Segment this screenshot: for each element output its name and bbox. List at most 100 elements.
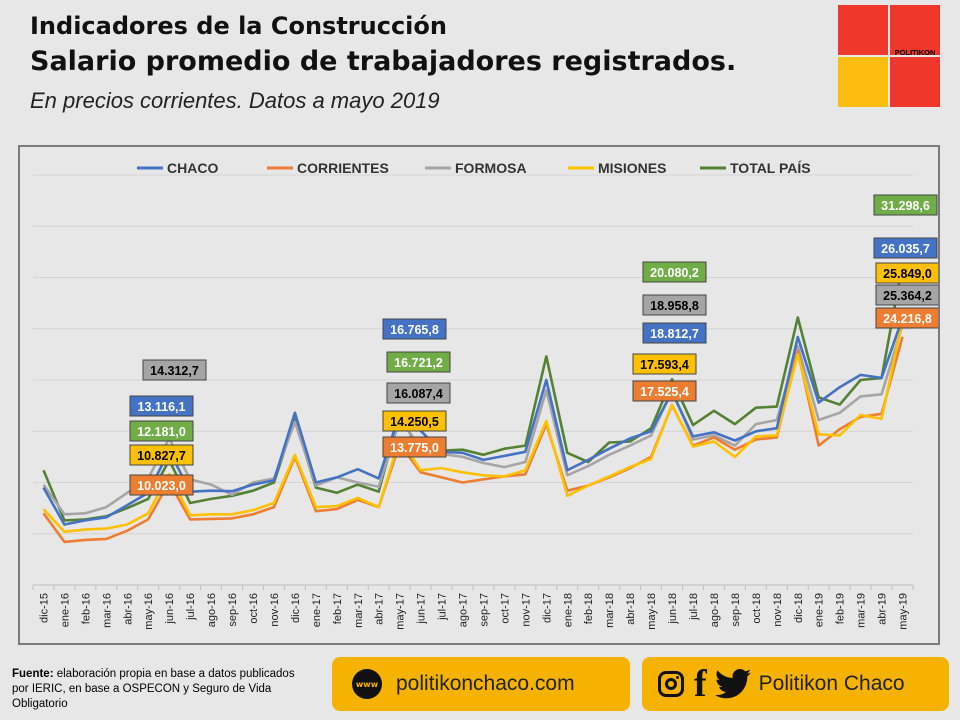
x-tick-label: feb-19 (835, 593, 847, 624)
x-tick-label: ago-18 (709, 593, 721, 627)
data-label: 20.080,2 (650, 266, 699, 280)
legend-label: MISIONES (598, 160, 666, 176)
x-tick-label: dic-15 (38, 593, 50, 623)
series-line-misiones (42, 319, 904, 533)
data-label: 13.775,0 (390, 441, 439, 455)
series-line-formosa (42, 324, 904, 516)
social-handle: Politikon Chaco (758, 672, 905, 695)
x-tick-label: sep-16 (227, 593, 239, 627)
x-tick-label: ene-16 (59, 593, 71, 627)
logo-text: POLITIKON (894, 48, 936, 57)
x-tick-label: dic-18 (793, 593, 805, 623)
x-tick-label: may-16 (143, 593, 155, 630)
data-label-box (642, 294, 707, 316)
website-link[interactable]: politikonchaco.com (396, 672, 575, 695)
data-label: 24.216,8 (883, 312, 932, 326)
data-label: 31.298,6 (881, 199, 930, 213)
data-label-box (382, 436, 447, 458)
x-tick-label: feb-17 (332, 593, 344, 624)
legend-label: CHACO (167, 160, 218, 176)
x-tick-label: abr-16 (122, 593, 134, 625)
data-label-box (142, 359, 207, 381)
data-label: 25.364,2 (883, 289, 932, 303)
data-label: 17.593,4 (640, 358, 689, 372)
x-tick-label: feb-16 (80, 593, 92, 624)
data-label: 12.181,0 (137, 425, 186, 439)
data-label-box (386, 382, 451, 404)
x-tick-label: feb-18 (583, 593, 595, 624)
data-label-box (875, 284, 938, 306)
x-tick-label: dic-17 (541, 593, 553, 623)
globe-icon: www (352, 669, 382, 699)
x-tick-label: dic-16 (290, 593, 302, 623)
x-tick-label: jul-17 (437, 593, 449, 621)
data-label-box (129, 420, 194, 442)
series-line-total-pais (42, 263, 904, 522)
twitter-icon[interactable] (714, 669, 751, 699)
x-tick-label: nov-18 (772, 593, 784, 627)
series-line-corrientes (42, 336, 904, 544)
data-label-box (642, 322, 707, 344)
x-tick-label: nov-16 (269, 593, 281, 627)
x-tick-label: sep-17 (478, 593, 490, 627)
data-label: 26.035,7 (881, 242, 930, 256)
x-tick-label: mar-17 (353, 593, 365, 628)
x-tick-label: ene-17 (311, 593, 323, 627)
legend-label: CORRIENTES (297, 160, 389, 176)
x-tick-label: jul-16 (185, 593, 197, 621)
x-tick-label: may-17 (395, 593, 407, 630)
x-tick-label: jun-18 (667, 593, 679, 625)
x-tick-label: jun-17 (416, 593, 428, 625)
facebook-icon[interactable]: f (694, 663, 707, 705)
data-label: 10.827,7 (137, 449, 186, 463)
data-label: 16.721,2 (394, 356, 443, 370)
x-tick-label: abr-18 (625, 593, 637, 625)
x-tick-label: mar-16 (101, 593, 113, 628)
x-tick-label: ene-19 (814, 593, 826, 627)
chart-area: dic-15 ene-16 feb-16 mar-16 abr-16 may-16 jun-… (18, 145, 940, 645)
data-label: 17.525,4 (640, 385, 689, 399)
data-label: 14.250,5 (390, 415, 439, 429)
website-banner[interactable]: www politikonchaco.com (332, 657, 630, 711)
data-label-box (386, 351, 451, 373)
chart-title-line1: Indicadores de la Construcción (30, 12, 447, 40)
x-tick-label: ene-18 (562, 593, 574, 627)
legend-label: TOTAL PAÍS (730, 160, 811, 176)
x-tick-label: oct-16 (248, 593, 260, 624)
instagram-icon[interactable] (658, 671, 684, 697)
data-label-box (382, 410, 447, 432)
data-label-box (129, 395, 194, 417)
source-label: Fuente: (12, 668, 54, 680)
data-label-box (875, 262, 938, 284)
x-tick-label: oct-17 (499, 593, 511, 624)
data-label: 16.765,8 (390, 323, 439, 337)
data-label: 25.849,0 (883, 267, 932, 281)
data-label-box (382, 318, 447, 340)
politikon-logo: POLITIKON (838, 5, 940, 107)
x-tick-label: may-18 (646, 593, 658, 630)
data-label-box (873, 194, 938, 216)
data-label-box (129, 474, 194, 496)
legend-label: FORMOSA (455, 160, 527, 176)
social-banner[interactable]: f Politikon Chaco (642, 657, 949, 711)
x-tick-label: abr-17 (374, 593, 386, 625)
x-tick-label: nov-17 (520, 593, 532, 627)
data-label-box (632, 380, 697, 402)
chart-title-line2: Salario promedio de trabajadores registr… (30, 46, 737, 77)
source-text: elaboración propia en base a datos publi… (12, 668, 295, 710)
x-tick-label: ago-17 (458, 593, 470, 627)
x-tick-label: mar-18 (604, 593, 616, 628)
x-tick-label: abr-19 (877, 593, 889, 625)
x-tick-label: oct-18 (751, 593, 763, 624)
line-chart: dic-15 ene-16 feb-16 mar-16 abr-16 may-16 jun-… (32, 160, 938, 630)
data-label: 18.958,8 (650, 299, 699, 313)
x-tick-label: ago-16 (206, 593, 218, 627)
chart-subtitle: En precios corrientes. Datos a mayo 2019 (30, 88, 440, 113)
data-label-box (129, 444, 194, 466)
x-tick-label: mar-19 (856, 593, 868, 628)
data-label-box (642, 261, 707, 283)
data-label: 14.312,7 (150, 364, 199, 378)
data-label-box (632, 353, 697, 375)
data-label-box (875, 307, 938, 329)
data-label: 10.023,0 (137, 479, 186, 493)
